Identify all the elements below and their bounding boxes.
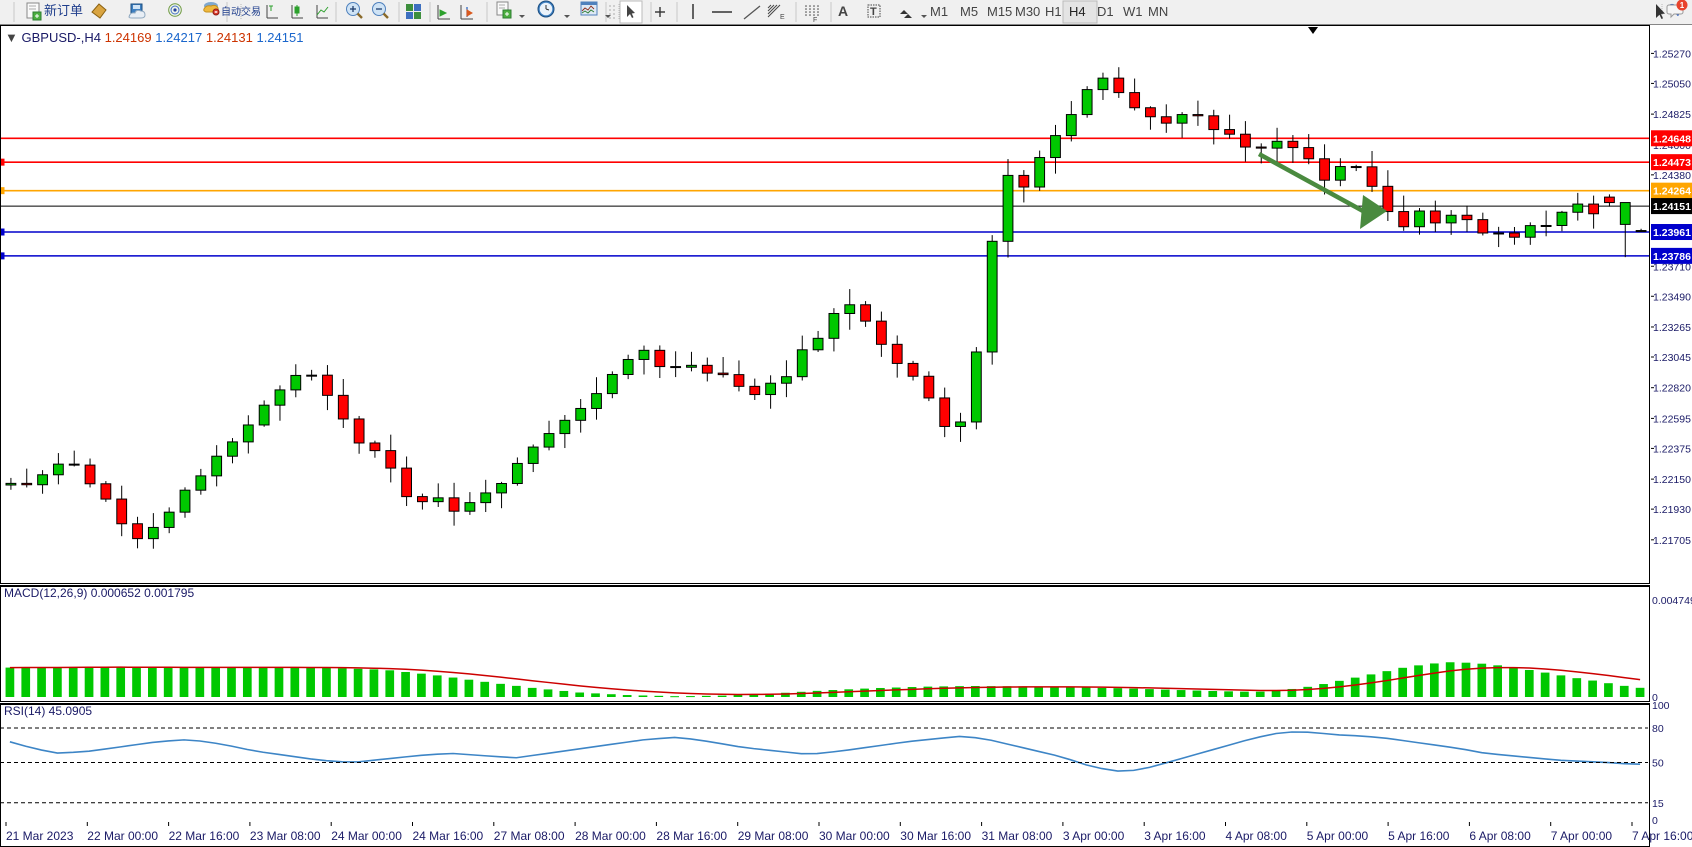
svg-text:50: 50 xyxy=(1652,758,1664,770)
svg-text:0: 0 xyxy=(1652,815,1658,827)
svg-text:1.24825: 1.24825 xyxy=(1653,109,1691,121)
svg-text:0: 0 xyxy=(1652,692,1658,704)
svg-text:E: E xyxy=(780,14,785,21)
svg-text:M15: M15 xyxy=(987,4,1012,19)
svg-text:1.25270: 1.25270 xyxy=(1653,48,1691,60)
svg-text:M30: M30 xyxy=(1015,4,1040,19)
svg-text:H4: H4 xyxy=(1069,4,1086,19)
svg-text:1.23786: 1.23786 xyxy=(1653,251,1691,263)
svg-text:1.24264: 1.24264 xyxy=(1653,186,1691,198)
svg-text:1.23961: 1.23961 xyxy=(1653,227,1691,239)
svg-text:1.23265: 1.23265 xyxy=(1653,322,1691,334)
svg-text:D1: D1 xyxy=(1097,4,1114,19)
svg-text:1.24151: 1.24151 xyxy=(1653,201,1691,213)
svg-text:0.004749: 0.004749 xyxy=(1652,595,1692,607)
svg-text:MN: MN xyxy=(1148,4,1168,19)
svg-text:T: T xyxy=(870,6,877,18)
svg-text:F: F xyxy=(813,17,817,24)
svg-text:1.24380: 1.24380 xyxy=(1653,170,1691,182)
svg-text:15: 15 xyxy=(1652,798,1664,810)
svg-text:自动交易: 自动交易 xyxy=(221,5,261,18)
svg-text:1.22150: 1.22150 xyxy=(1653,474,1691,486)
svg-text:80: 80 xyxy=(1652,723,1664,735)
svg-text:1.22375: 1.22375 xyxy=(1653,443,1691,455)
svg-text:1.23490: 1.23490 xyxy=(1653,291,1691,303)
svg-text:1.21705: 1.21705 xyxy=(1653,535,1691,547)
svg-text:1.22820: 1.22820 xyxy=(1653,383,1691,395)
svg-text:A: A xyxy=(838,3,848,19)
svg-text:1.22595: 1.22595 xyxy=(1653,413,1691,425)
svg-text:H1: H1 xyxy=(1045,4,1062,19)
svg-text:M5: M5 xyxy=(960,4,978,19)
svg-text:1.24648: 1.24648 xyxy=(1653,133,1691,145)
svg-text:1.23045: 1.23045 xyxy=(1653,352,1691,364)
svg-text:M1: M1 xyxy=(930,4,948,19)
svg-text:1.21930: 1.21930 xyxy=(1653,504,1691,516)
svg-text:1: 1 xyxy=(1680,1,1685,10)
svg-text:100: 100 xyxy=(1652,700,1670,712)
svg-text:1.25050: 1.25050 xyxy=(1653,78,1691,90)
svg-text:1.24473: 1.24473 xyxy=(1653,157,1691,169)
svg-text:新订单: 新订单 xyxy=(44,3,83,18)
svg-text:W1: W1 xyxy=(1123,4,1143,19)
